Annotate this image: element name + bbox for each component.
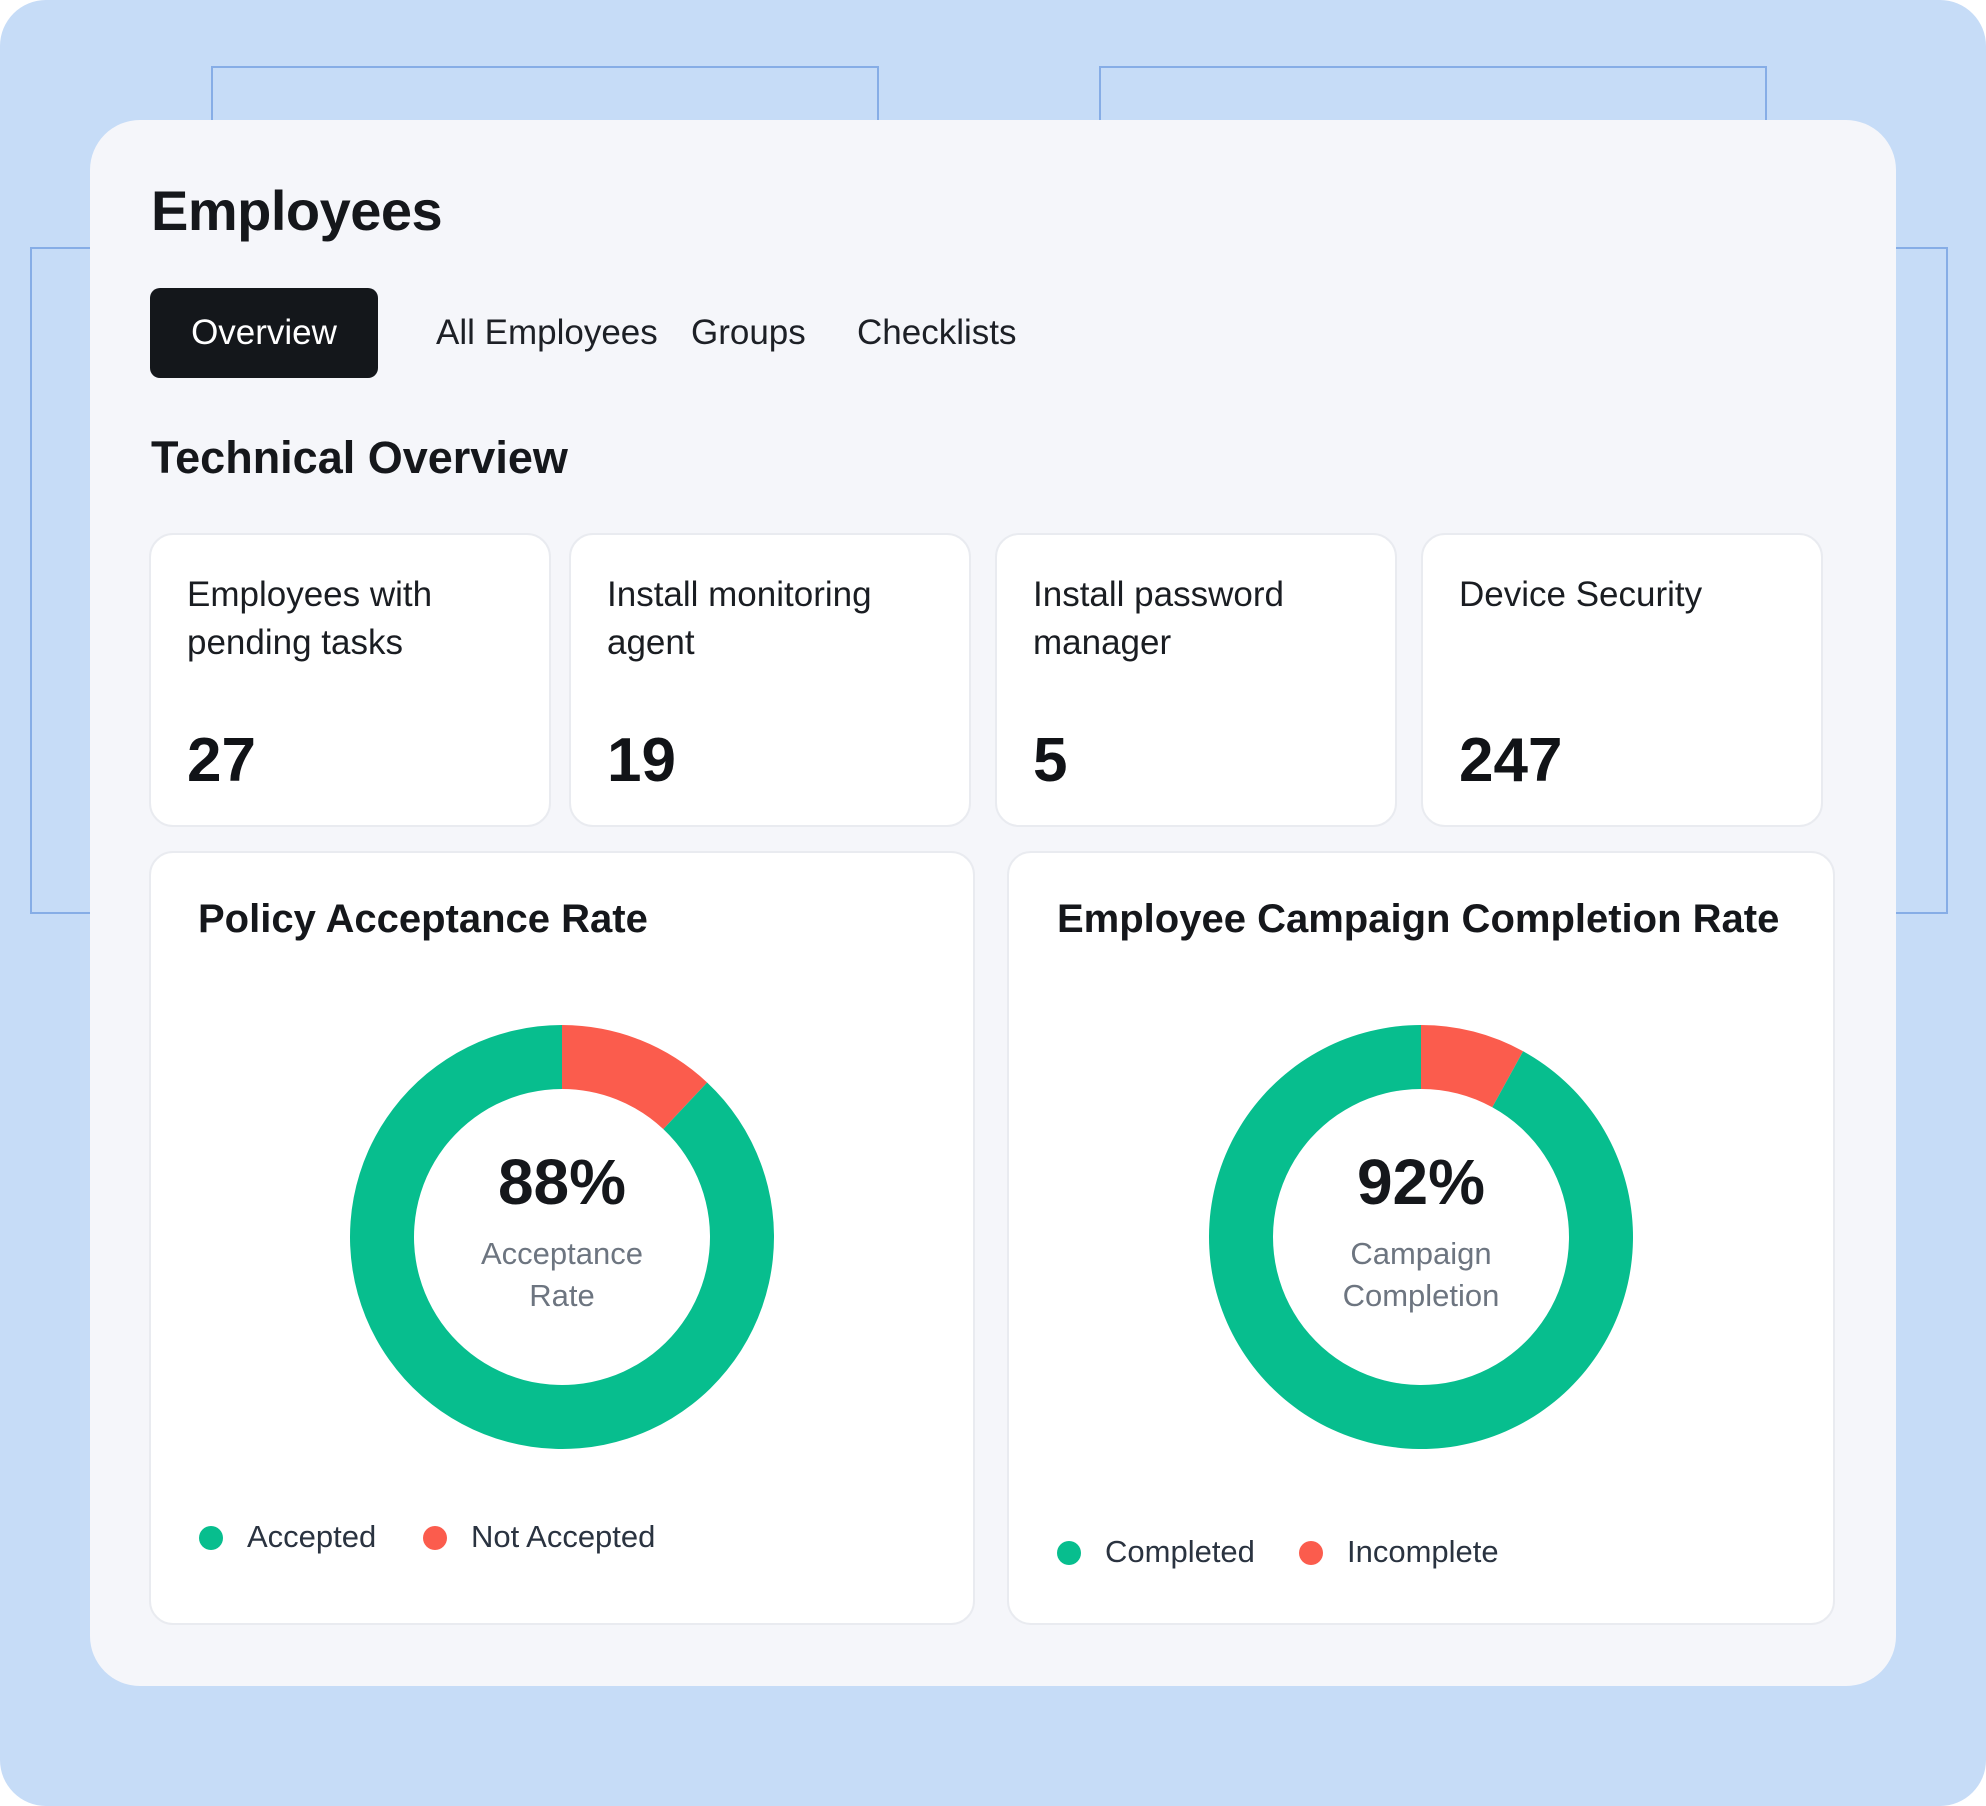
stat-value: 247 bbox=[1459, 726, 1563, 795]
tab-all-employees[interactable]: All Employees bbox=[436, 313, 658, 352]
chart-title: Policy Acceptance Rate bbox=[198, 897, 648, 941]
donut-slice-accepted bbox=[350, 1025, 774, 1449]
stat-value: 27 bbox=[187, 726, 256, 795]
page-title: Employees bbox=[151, 179, 443, 242]
stat-card-device-security: Device Security 247 bbox=[1421, 533, 1823, 827]
policy-acceptance-donut: 88% Acceptance Rate bbox=[151, 1025, 973, 1449]
caption-line: Campaign bbox=[1350, 1236, 1492, 1271]
legend-label: Completed bbox=[1105, 1534, 1255, 1569]
donut-center-caption: Campaign Completion bbox=[1009, 1233, 1833, 1317]
policy-acceptance-card: Policy Acceptance Rate 88% Acceptance Ra… bbox=[149, 851, 975, 1625]
legend-label: Incomplete bbox=[1347, 1534, 1499, 1569]
campaign-completion-donut: 92% Campaign Completion bbox=[1009, 1025, 1833, 1449]
campaign-completion-card: Employee Campaign Completion Rate 92% Ca… bbox=[1007, 851, 1835, 1625]
donut-slice-not-accepted bbox=[562, 1025, 708, 1130]
donut-slice-completed bbox=[1209, 1025, 1633, 1449]
stat-card-monitoring-agent: Install monitoring agent 19 bbox=[569, 533, 971, 827]
donut-slice-incomplete bbox=[1421, 1025, 1524, 1108]
section-title: Technical Overview bbox=[151, 432, 568, 483]
legend-label: Accepted bbox=[247, 1519, 377, 1554]
stat-card-pending-tasks: Employees with pending tasks 27 bbox=[149, 533, 551, 827]
legend-dot bbox=[1299, 1541, 1323, 1565]
legend-dot bbox=[423, 1526, 447, 1550]
donut-center-value: 92% bbox=[1356, 1146, 1486, 1218]
legend-dot bbox=[1057, 1541, 1081, 1565]
donut-center-caption: Acceptance Rate bbox=[151, 1233, 973, 1317]
caption-line: Rate bbox=[529, 1278, 595, 1313]
donut-chart bbox=[350, 1025, 774, 1449]
stat-label: Device Security bbox=[1459, 575, 1703, 614]
stat-value: 5 bbox=[1033, 726, 1068, 795]
caption-line: Acceptance bbox=[481, 1236, 643, 1271]
chart-title: Employee Campaign Completion Rate bbox=[1057, 897, 1780, 941]
legend-dot bbox=[199, 1526, 223, 1550]
tab-checklists[interactable]: Checklists bbox=[857, 313, 1017, 352]
caption-line: Completion bbox=[1342, 1278, 1500, 1313]
stat-label: Install password manager bbox=[1033, 575, 1284, 662]
legend-label: Not Accepted bbox=[471, 1519, 656, 1554]
donut-chart bbox=[1209, 1025, 1633, 1449]
stat-label: Employees with pending tasks bbox=[187, 575, 433, 662]
stat-label: Install monitoring agent bbox=[607, 575, 872, 662]
stat-value: 19 bbox=[607, 726, 676, 795]
donut-center-value: 88% bbox=[497, 1146, 627, 1218]
stat-card-password-manager: Install password manager 5 bbox=[995, 533, 1397, 827]
tab-groups[interactable]: Groups bbox=[691, 313, 806, 352]
tab-overview[interactable]: Overview bbox=[150, 288, 378, 378]
employees-window: Employees Overview All Employees Groups … bbox=[90, 120, 1896, 1686]
